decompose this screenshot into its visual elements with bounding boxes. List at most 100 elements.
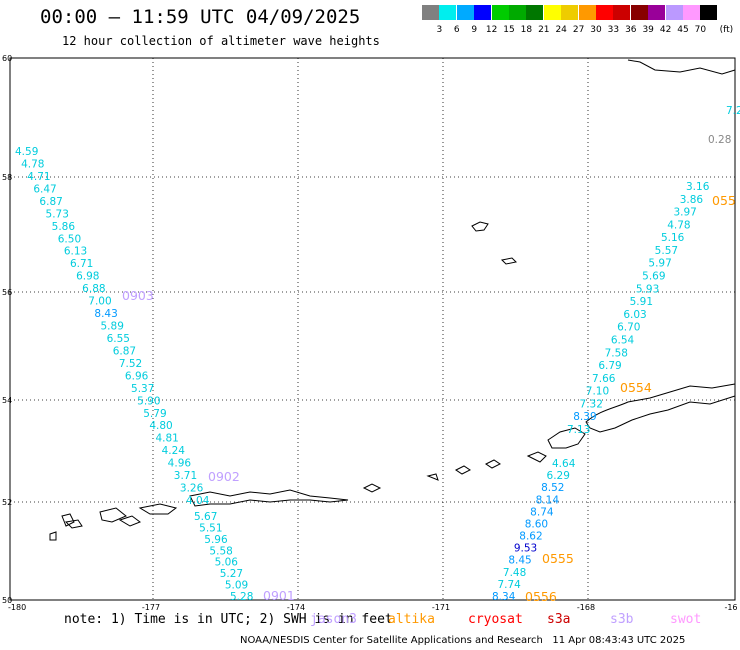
pass-label: 0556 [525, 589, 557, 604]
wave-height-value: 3.26 [180, 483, 204, 495]
legend-label: 24 [555, 25, 567, 35]
legend-label: 9 [471, 25, 478, 35]
longitude-label: -174 [287, 603, 305, 612]
satellite-label: altika [388, 612, 435, 627]
coastline [99, 507, 127, 523]
legend-label: 45 [677, 25, 689, 35]
wave-height-value: 4.24 [162, 445, 186, 457]
legend-swatch [439, 5, 457, 20]
pass-label: 0554 [620, 380, 652, 395]
wave-height-value: 6.54 [611, 334, 635, 346]
coastline [585, 383, 736, 433]
wave-height-value: 5.09 [225, 580, 248, 592]
coastline [455, 465, 471, 475]
legend-swatch [491, 5, 509, 20]
wave-height-value: 4.04 [186, 495, 210, 507]
wave-height-value: 0.28 [708, 134, 731, 146]
map-frame [9, 57, 736, 601]
wave-height-value: 5.89 [101, 321, 124, 333]
wave-height-value: 6.88 [82, 283, 105, 295]
latitude-label: 58 [2, 173, 12, 182]
wave-height-value: 7.00 [88, 296, 111, 308]
wave-height-value: 9.53 [514, 543, 537, 555]
wave-height-value: 6.50 [58, 233, 81, 245]
wave-height-value: 8.34 [492, 591, 516, 603]
legend-swatch [683, 5, 700, 20]
legend-label: 3 [436, 25, 443, 35]
wave-height-value: 6.87 [39, 196, 62, 208]
wave-height-value: 5.90 [137, 395, 160, 407]
wave-height-value: 7.52 [119, 358, 142, 370]
satellite-label: swot [670, 612, 702, 627]
wave-height-value: 5.16 [661, 232, 685, 244]
wave-height-value: 5.57 [655, 245, 678, 257]
legend-swatch [526, 5, 544, 20]
pass-label: 055 [712, 193, 736, 208]
wave-height-value: 3.86 [680, 194, 704, 206]
longitude-label: -171 [432, 603, 450, 612]
coastline [64, 519, 83, 529]
wave-height-value: 5.06 [215, 557, 239, 569]
wave-height-value: 8.45 [508, 555, 531, 567]
legend-label: 6 [453, 25, 460, 35]
pass-label: 0902 [208, 469, 240, 484]
satellite-label: s3b [610, 612, 634, 627]
legend-label: 30 [590, 25, 602, 35]
wave-height-value: 5.67 [194, 511, 217, 523]
pass-label: 0903 [122, 288, 154, 303]
wave-height-value: 4.78 [667, 219, 690, 231]
wave-height-value: 7.74 [497, 579, 521, 591]
legend-label: 21 [538, 25, 550, 35]
wave-height-value: 5.93 [636, 283, 659, 295]
wave-height-value: 8.14 [536, 494, 560, 506]
legend-label: 33 [607, 25, 620, 35]
wave-height-value: 5.79 [143, 408, 166, 420]
wave-height-value: 7.2 [726, 105, 740, 117]
legend-label: 18 [520, 25, 533, 35]
wave-height-value: 7.10 [586, 386, 609, 398]
wave-height-value: 7.13 [567, 424, 590, 436]
legend-swatch [630, 5, 648, 20]
coastline [49, 531, 57, 541]
legend-label: 70 [694, 25, 707, 35]
legend-swatch [665, 5, 683, 20]
wave-height-value: 5.51 [199, 522, 222, 534]
wave-height-value: 4.96 [168, 458, 192, 470]
wave-height-value: 8.62 [519, 531, 542, 543]
legend-label: 42 [659, 25, 672, 35]
wave-height-value: 6.87 [113, 345, 136, 357]
coastline [547, 427, 586, 449]
legend-swatch [509, 5, 526, 20]
wave-height-value: 8.52 [541, 482, 564, 494]
legend-swatch [474, 5, 492, 20]
wave-height-value: 6.47 [33, 183, 56, 195]
wave-height-value: 5.91 [630, 296, 653, 308]
longitude-label: -16 [724, 603, 737, 612]
legend-label: 12 [485, 25, 498, 35]
wave-height-value: 7.66 [592, 373, 616, 385]
legend-swatch [596, 5, 613, 20]
latitude-label: 54 [2, 396, 12, 405]
wave-height-value: 7.58 [605, 347, 628, 359]
wave-height-value: 3.97 [673, 207, 696, 219]
latitude-label: 52 [2, 498, 12, 507]
legend-swatch [613, 5, 631, 20]
satellite-label: cryosat [468, 612, 523, 627]
wave-height-value: 6.13 [64, 246, 87, 258]
wave-height-value: 8.74 [530, 506, 554, 518]
wave-height-value: 6.79 [598, 360, 621, 372]
wave-height-value: 4.64 [552, 458, 576, 470]
wave-height-value: 7.32 [580, 398, 603, 410]
footer-note: note: 1) Time is in UTC; 2) SWH is in fe… [64, 612, 393, 627]
wave-height-value: 3.71 [174, 470, 197, 482]
legend-swatch [648, 5, 666, 20]
wave-height-value: 4.81 [155, 433, 178, 445]
legend-unit: (ft) [719, 25, 734, 35]
legend-label: 39 [642, 25, 654, 35]
coastline [500, 257, 518, 265]
latitude-label: 60 [2, 54, 12, 63]
coastline [362, 483, 382, 493]
coastline [118, 515, 142, 527]
longitude-label: -168 [577, 603, 595, 612]
wave-height-value: 4.80 [149, 420, 172, 432]
